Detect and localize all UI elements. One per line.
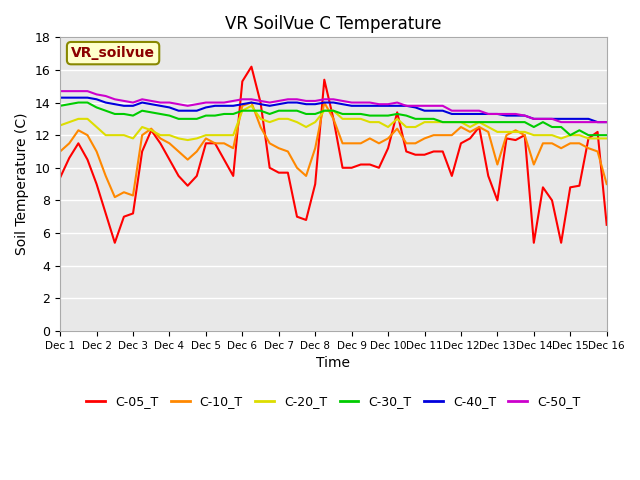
Title: VR SoilVue C Temperature: VR SoilVue C Temperature (225, 15, 442, 33)
Text: VR_soilvue: VR_soilvue (71, 46, 155, 60)
Y-axis label: Soil Temperature (C): Soil Temperature (C) (15, 113, 29, 255)
X-axis label: Time: Time (316, 356, 351, 370)
Legend: C-05_T, C-10_T, C-20_T, C-30_T, C-40_T, C-50_T: C-05_T, C-10_T, C-20_T, C-30_T, C-40_T, … (81, 390, 586, 413)
